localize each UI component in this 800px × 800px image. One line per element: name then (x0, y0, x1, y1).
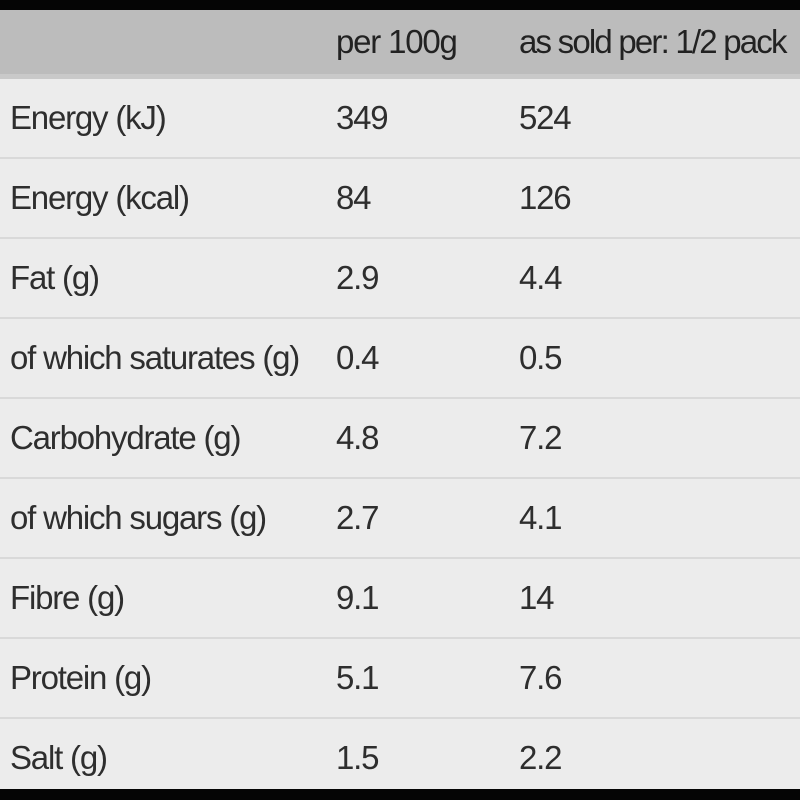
table-row: Protein (g) 5.1 7.6 (0, 639, 800, 719)
row-label: Fibre (g) (10, 579, 125, 616)
row-value-per-pack: 14 (519, 579, 555, 616)
table-body: Energy (kJ) 349 524 Energy (kcal) 84 126… (0, 79, 800, 789)
table-row: Fat (g) 2.9 4.4 (0, 239, 800, 319)
top-letterbox-bar (0, 0, 800, 10)
table-header-row: per 100g as sold per: 1/2 pack (0, 10, 800, 79)
row-label: Salt (g) (10, 739, 108, 776)
table-row: Salt (g) 1.5 2.2 (0, 719, 800, 789)
row-value-per-pack: 4.4 (519, 259, 562, 296)
row-label: Protein (g) (10, 659, 152, 696)
row-value-per-100g: 84 (336, 179, 372, 216)
row-label: Carbohydrate (g) (10, 419, 241, 456)
table-row: Carbohydrate (g) 4.8 7.2 (0, 399, 800, 479)
row-value-per-100g: 2.9 (336, 259, 379, 296)
row-label: Energy (kcal) (10, 179, 190, 216)
row-value-per-100g: 5.1 (336, 659, 379, 696)
row-value-per-pack: 126 (519, 179, 572, 216)
table-row: of which sugars (g) 2.7 4.1 (0, 479, 800, 559)
table-row: Energy (kJ) 349 524 (0, 79, 800, 159)
row-value-per-100g: 0.4 (336, 339, 379, 376)
row-label: of which sugars (g) (10, 499, 267, 536)
table-row: Energy (kcal) 84 126 (0, 159, 800, 239)
table-row: Fibre (g) 9.1 14 (0, 559, 800, 639)
row-value-per-100g: 1.5 (336, 739, 379, 776)
header-cell-per-100g: per 100g (336, 23, 458, 60)
row-value-per-100g: 9.1 (336, 579, 379, 616)
row-value-per-pack: 7.2 (519, 419, 562, 456)
row-value-per-100g: 4.8 (336, 419, 379, 456)
bottom-letterbox-bar (0, 789, 800, 800)
table-row: of which saturates (g) 0.4 0.5 (0, 319, 800, 399)
row-label: of which saturates (g) (10, 339, 300, 376)
header-cell-per-pack: as sold per: 1/2 pack (519, 23, 788, 60)
row-value-per-100g: 2.7 (336, 499, 379, 536)
row-value-per-pack: 2.2 (519, 739, 562, 776)
nutrition-table: per 100g as sold per: 1/2 pack Energy (k… (0, 10, 800, 789)
row-label: Energy (kJ) (10, 99, 167, 136)
row-value-per-pack: 7.6 (519, 659, 562, 696)
row-value-per-100g: 349 (336, 99, 389, 136)
row-value-per-pack: 0.5 (519, 339, 562, 376)
row-value-per-pack: 4.1 (519, 499, 562, 536)
row-label: Fat (g) (10, 259, 100, 296)
row-value-per-pack: 524 (519, 99, 572, 136)
